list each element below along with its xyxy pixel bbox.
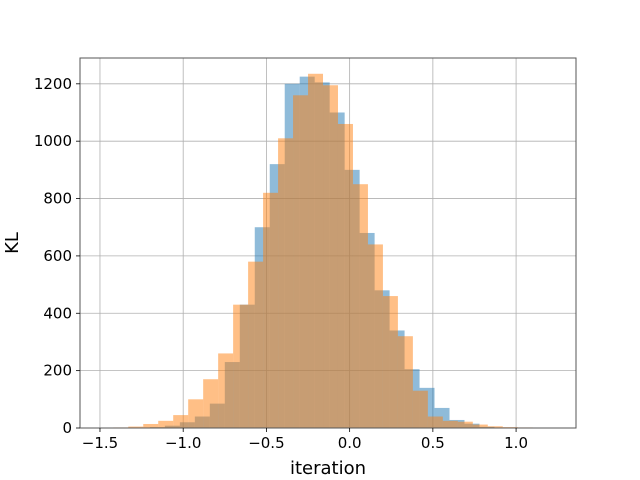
histogram-bar-series-2 xyxy=(278,138,294,429)
histogram-bar-series-2 xyxy=(293,95,309,429)
x-tick-label: −0.5 xyxy=(248,434,284,452)
y-tick-label: 1200 xyxy=(34,75,72,93)
y-tick-label: 200 xyxy=(43,362,72,380)
x-tick-label: 0.0 xyxy=(338,434,362,452)
histogram-bar-series-2 xyxy=(442,420,458,428)
histogram-bar-series-2 xyxy=(337,123,353,428)
y-tick-label: 800 xyxy=(43,190,72,208)
histogram-bar-series-2 xyxy=(487,426,503,428)
x-tick-label: 1.0 xyxy=(504,434,528,452)
histogram-bar-series-2 xyxy=(158,420,174,428)
histogram-bar-series-2 xyxy=(323,85,338,429)
plot-frame xyxy=(79,57,577,429)
y-axis-label: KL xyxy=(2,232,23,254)
histogram-bars xyxy=(113,73,548,429)
histogram-bar-series-2 xyxy=(472,424,488,428)
histogram-bar-series-2 xyxy=(308,73,324,428)
x-tick-label: −1.5 xyxy=(82,434,118,452)
histogram-bar-series-2 xyxy=(128,426,144,428)
histogram-bar-series-2 xyxy=(367,244,383,428)
histogram-bar-series-2 xyxy=(263,192,279,428)
axis-ticks: −1.5 −1.0 −0.5 0.0 0.5 1.0 0 200 400 600 800 1000 12… xyxy=(34,75,528,452)
histogram-bar-series-2 xyxy=(457,421,473,428)
histogram-bar-series-2 xyxy=(173,415,189,428)
histogram-bar-series-2 xyxy=(397,336,413,428)
histogram-bar-series-2 xyxy=(218,353,234,428)
histogram-bar-series-2 xyxy=(203,379,219,428)
x-tick-label: 0.5 xyxy=(421,434,445,452)
histogram-bar-series-2 xyxy=(382,296,398,428)
histogram-bar-series-2 xyxy=(188,399,204,428)
histogram-bar-series-2 xyxy=(412,390,428,428)
histogram-bar-series-2 xyxy=(248,261,264,428)
x-tick-label: −1.0 xyxy=(165,434,201,452)
histogram-bar-series-2 xyxy=(143,423,159,428)
histogram-bar-series-2 xyxy=(233,304,249,428)
y-tick-label: 1000 xyxy=(34,132,72,150)
y-tick-label: 0 xyxy=(62,419,72,437)
x-axis-label: iteration xyxy=(290,458,366,479)
histogram-bar-series-2 xyxy=(352,184,368,428)
y-tick-label: 600 xyxy=(43,247,72,265)
histogram-bar-series-2 xyxy=(427,416,443,428)
y-tick-label: 400 xyxy=(43,304,72,322)
